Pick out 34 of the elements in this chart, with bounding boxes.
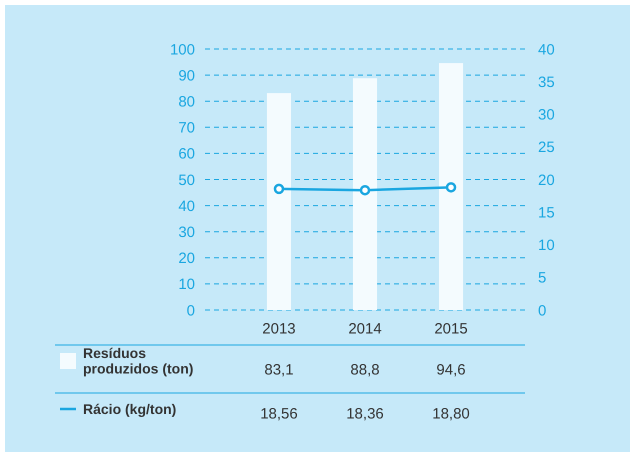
- y-tick-label: 50: [178, 172, 195, 189]
- y-tick-label: 100: [170, 41, 195, 58]
- y-tick-label: 10: [178, 276, 195, 294]
- y-tick-label: 70: [178, 120, 195, 137]
- y2-tick-label: 15: [538, 204, 555, 222]
- data-label: 18,56: [260, 405, 298, 422]
- y-tick-label: 90: [178, 67, 195, 84]
- y-tick-label: 30: [178, 224, 195, 241]
- y2-tick-label: 5: [538, 270, 546, 287]
- data-label: 18,36: [346, 405, 384, 422]
- bar: [438, 63, 464, 310]
- x-tick-label: 2013: [262, 320, 296, 338]
- bar: [352, 78, 378, 310]
- data-label: 94,6: [436, 361, 466, 378]
- legend-label: Resíduos produzidos (ton): [83, 345, 194, 377]
- y2-tick-label: 10: [538, 237, 555, 254]
- x-tick-label: 2015: [434, 320, 468, 338]
- x-tick-label: 2014: [348, 320, 382, 338]
- y-tick-label: 0: [186, 302, 195, 320]
- y2-tick-label: 30: [538, 106, 555, 124]
- y2-tick-label: 25: [538, 139, 555, 156]
- bar: [266, 93, 292, 310]
- y2-tick-label: 0: [538, 302, 546, 320]
- y2-tick-label: 40: [538, 41, 555, 58]
- y2-tick-label: 35: [538, 74, 555, 91]
- data-label: 18,80: [432, 405, 470, 422]
- legend-label: Rácio (kg/ton): [83, 400, 176, 417]
- data-label: 88,8: [350, 361, 380, 378]
- y-tick-label: 40: [178, 198, 195, 215]
- data-label: 83,1: [264, 361, 294, 378]
- y-tick-label: 60: [178, 146, 195, 163]
- y-tick-label: 80: [178, 93, 195, 110]
- y-tick-label: 20: [178, 250, 195, 268]
- y2-tick-label: 20: [538, 172, 555, 189]
